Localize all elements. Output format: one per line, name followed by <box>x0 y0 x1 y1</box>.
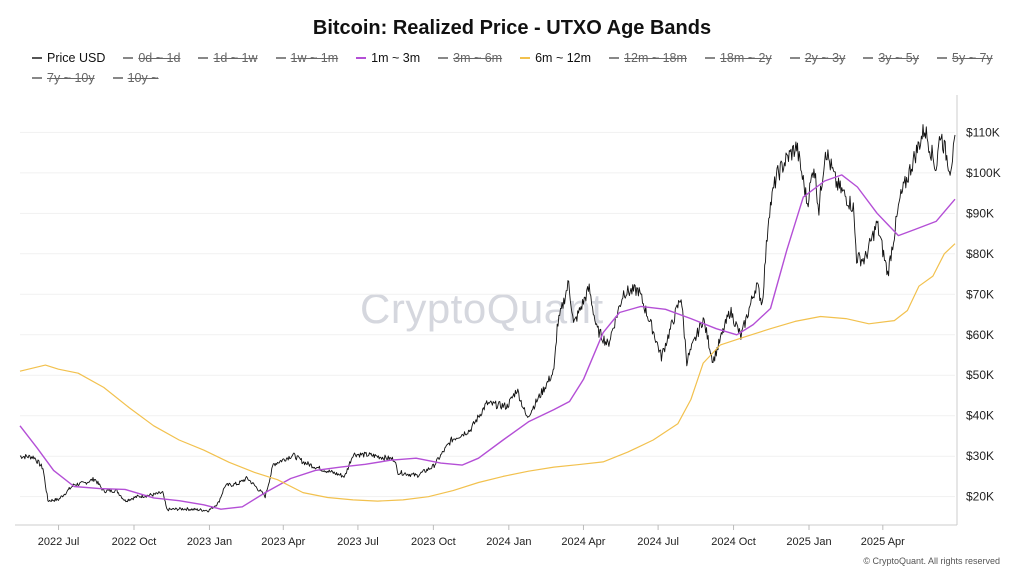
series-line-2 <box>19 243 956 502</box>
legend-label: 7y ~ 10y <box>47 71 95 85</box>
x-tick-label: 2023 Jan <box>187 536 232 548</box>
legend-item[interactable]: Price USD <box>32 50 105 66</box>
legend-label: 1w ~ 1m <box>290 51 339 65</box>
legend-swatch <box>937 57 948 59</box>
legend-label: 10y ~ <box>127 71 159 85</box>
y-tick-label: $80K <box>966 247 994 261</box>
x-tick-label: 2023 Jul <box>337 536 379 548</box>
legend-item[interactable]: 5y ~ 7y <box>937 50 993 66</box>
y-tick-label: $50K <box>966 368 994 382</box>
legend-swatch <box>789 57 800 59</box>
y-axis: $20K $30K $40K $50K $60K $70K $80K $90K $100K $11… <box>956 95 1001 525</box>
y-tick-label: $70K <box>966 287 994 301</box>
y-tick-label: $20K <box>966 490 994 504</box>
series-line-1 <box>19 174 956 510</box>
legend-item[interactable]: 12m ~ 18m <box>609 50 687 66</box>
y-tick-label: $110K <box>966 125 1000 139</box>
x-tick-label: 2024 Jan <box>486 536 531 548</box>
legend-swatch <box>520 57 531 59</box>
chart-legend: Price USD 0d ~ 1d 1d ~ 1w 1w ~ 1m 1m ~ 3m 3m … <box>32 50 1012 86</box>
legend-swatch <box>609 57 620 59</box>
legend-swatch <box>112 77 123 79</box>
legend-swatch <box>863 57 874 59</box>
y-tick-label: $40K <box>966 409 994 423</box>
legend-label: 12m ~ 18m <box>624 51 687 65</box>
x-tick-label: 2025 Jan <box>786 536 831 548</box>
legend-item[interactable]: 2y ~ 3y <box>789 50 846 66</box>
legend-label: 1m ~ 3m <box>371 51 421 65</box>
x-tick-label: 2024 Apr <box>561 536 605 548</box>
legend-swatch <box>32 77 42 79</box>
legend-swatch <box>356 57 367 59</box>
x-tick-label: 2024 Oct <box>711 536 756 548</box>
legend-label: 3y ~ 5y <box>878 51 920 65</box>
legend-item[interactable]: 1m ~ 3m <box>356 50 420 66</box>
legend-item[interactable]: 0d ~ 1d <box>123 50 180 66</box>
legend-item[interactable]: 3m ~ 6m <box>438 50 502 66</box>
legend-label: 18m ~ 2y <box>719 51 772 65</box>
legend-swatch <box>704 57 715 59</box>
y-tick-label: $60K <box>966 328 994 342</box>
legend-label: 0d ~ 1d <box>138 51 181 65</box>
legend-swatch <box>275 57 286 59</box>
legend-item[interactable]: 6m ~ 12m <box>520 50 591 66</box>
copyright-footer: © CryptoQuant. All rights reserved <box>863 556 1000 566</box>
series-line-0 <box>19 124 956 513</box>
legend-item[interactable]: 1w ~ 1m <box>275 50 339 66</box>
chart-title: Bitcoin: Realized Price - UTXO Age Bands <box>312 17 712 39</box>
legend-label: 5y ~ 7y <box>952 51 993 65</box>
legend-item[interactable]: 7y ~ 10y <box>32 70 95 86</box>
gridlines <box>20 131 955 498</box>
legend-swatch <box>198 57 209 59</box>
legend-label: 6m ~ 12m <box>535 51 592 65</box>
x-tick-label: 2022 Jul <box>38 536 80 548</box>
x-tick-label: 2025 Apr <box>861 536 905 548</box>
y-tick-label: $100K <box>966 166 1001 180</box>
legend-swatch <box>123 57 134 59</box>
legend-label: 1d ~ 1w <box>213 51 258 65</box>
x-tick-label: 2024 Jul <box>637 536 679 548</box>
legend-label: 3m ~ 6m <box>453 51 503 65</box>
legend-swatch <box>32 57 42 59</box>
y-tick-label: $90K <box>966 206 994 220</box>
x-tick-label: 2023 Apr <box>261 536 305 548</box>
legend-label: Price USD <box>47 51 106 65</box>
legend-swatch <box>438 57 449 59</box>
x-tick-label: 2023 Oct <box>411 536 456 548</box>
legend-item[interactable]: 1d ~ 1w <box>198 50 258 66</box>
legend-item[interactable]: 18m ~ 2y <box>704 50 772 66</box>
x-tick-label: 2022 Oct <box>112 536 157 548</box>
series-lines <box>19 124 956 513</box>
legend-label: 2y ~ 3y <box>804 51 846 65</box>
legend-item[interactable]: 3y ~ 5y <box>863 50 919 66</box>
x-axis: 2022 Jul 2022 Oct 2023 Jan 2023 Apr 2023 Jul… <box>15 524 957 548</box>
y-tick-label: $30K <box>966 449 994 463</box>
legend-item[interactable]: 10y ~ <box>112 70 159 86</box>
